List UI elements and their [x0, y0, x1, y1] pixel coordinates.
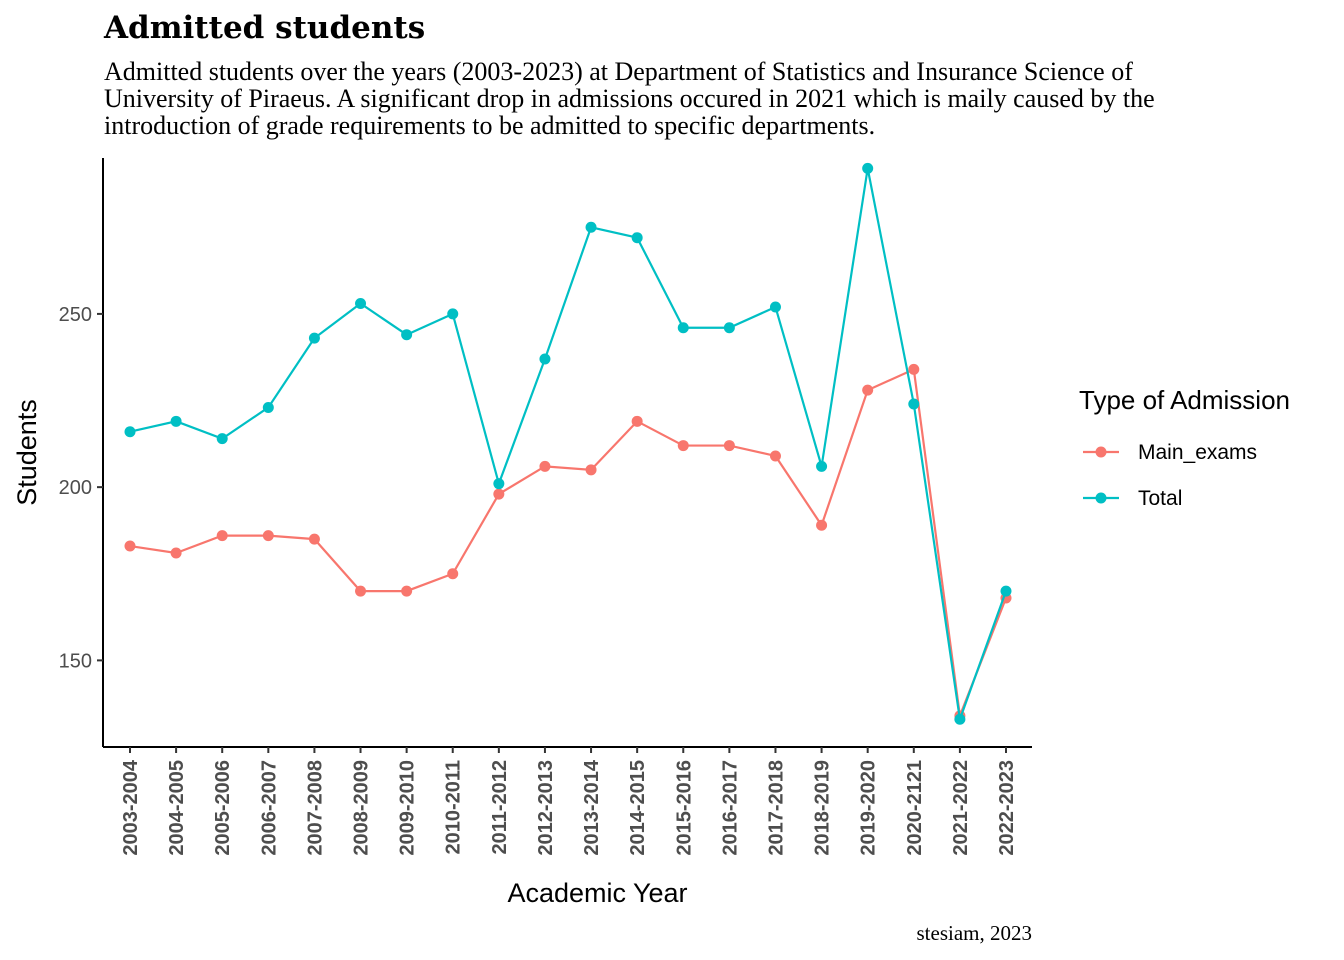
x-tick-label: 2016-2017	[719, 760, 741, 856]
y-tick-label: 150	[59, 650, 92, 672]
y-axis-title: Students	[12, 399, 42, 506]
x-tick-label: 2003-2004	[120, 759, 142, 856]
data-point	[677, 322, 689, 334]
y-tick-label: 250	[59, 304, 92, 326]
legend-point-key	[1095, 446, 1107, 458]
data-point	[355, 298, 367, 310]
data-point	[862, 162, 874, 174]
data-point	[493, 478, 505, 490]
legend-label: Main_exams	[1138, 441, 1257, 464]
data-point	[355, 585, 367, 597]
data-point	[631, 232, 643, 244]
data-point	[447, 568, 459, 580]
subtitle-line: Admitted students over the years (2003-2…	[104, 57, 1133, 86]
x-tick-label: 2021-2022	[950, 760, 972, 856]
data-point	[723, 322, 735, 334]
series-line	[129, 367, 1008, 717]
data-point	[308, 332, 320, 344]
x-axis-title: Academic Year	[507, 878, 687, 908]
x-tick-label: 2017-2018	[765, 760, 787, 856]
legend: Type of Admission Main_exams Total	[1079, 385, 1290, 510]
data-point	[308, 533, 320, 545]
x-tick-label: 2015-2016	[673, 760, 695, 856]
data-point	[954, 713, 966, 725]
x-tick-label: 2004-2005	[166, 760, 188, 856]
legend-item: Total	[1083, 487, 1182, 510]
data-point	[493, 488, 505, 500]
legend-title: Type of Admission	[1079, 385, 1290, 415]
series-layer	[124, 162, 1012, 725]
legend-item: Main_exams	[1083, 441, 1257, 464]
series-total	[124, 162, 1012, 725]
data-point	[124, 540, 136, 552]
data-point	[262, 530, 274, 542]
x-tick-label: 2005-2006	[212, 760, 234, 856]
data-point	[262, 401, 274, 413]
data-point	[585, 221, 597, 233]
x-tick-label: 2009-2010	[397, 760, 419, 856]
data-point	[862, 384, 874, 396]
x-tick-label: 2012-2013	[535, 760, 557, 856]
series-line	[129, 168, 1008, 720]
x-axis-ticks: 2003-2004 2004-2005 2005-2006 2006-2007 2007…	[120, 747, 1018, 856]
data-point	[677, 440, 689, 452]
x-tick-label: 2006-2007	[258, 760, 280, 856]
chart-subtitle: Admitted students over the years (2003-2…	[104, 57, 1155, 140]
x-tick-label: 2011-2012	[489, 760, 511, 855]
data-point	[1000, 585, 1012, 597]
legend-items: Main_exams Total	[1083, 441, 1257, 510]
subtitle-line: University of Piraeus. A significant dro…	[104, 84, 1155, 113]
data-point	[539, 353, 551, 365]
subtitle-line: introduction of grade requirements to be…	[104, 111, 875, 140]
data-point	[170, 415, 182, 427]
data-point	[401, 585, 413, 597]
legend-point-key	[1095, 492, 1107, 504]
x-tick-label: 2018-2019	[812, 760, 834, 856]
data-point	[401, 329, 413, 341]
data-point	[216, 530, 228, 542]
data-point	[170, 547, 182, 559]
data-point	[908, 398, 920, 410]
x-tick-label: 2022-2023	[996, 760, 1018, 856]
data-point	[447, 308, 459, 320]
x-tick-label: 2013-2014	[581, 759, 603, 856]
series-main-exams	[124, 363, 1012, 722]
x-tick-label: 2020-2121	[904, 760, 926, 856]
data-point	[723, 440, 735, 452]
legend-label: Total	[1138, 487, 1182, 510]
data-point	[539, 460, 551, 472]
x-tick-label: 2014-2015	[627, 760, 649, 856]
data-point	[816, 519, 828, 531]
data-point	[816, 460, 828, 472]
x-tick-label: 2008-2009	[351, 760, 373, 856]
x-tick-label: 2007-2008	[304, 760, 326, 856]
data-point	[769, 450, 781, 462]
y-axis-ticks: 150 200 250	[59, 304, 103, 672]
x-tick-label: 2019-2020	[858, 760, 880, 856]
chart-caption: stesiam, 2023	[917, 921, 1033, 945]
chart-title: Admitted students	[103, 10, 425, 46]
y-tick-label: 200	[59, 477, 92, 499]
data-point	[585, 464, 597, 476]
data-point	[631, 415, 643, 427]
x-tick-label: 2010-2011	[443, 760, 465, 855]
data-point	[216, 433, 228, 445]
data-point	[124, 426, 136, 438]
data-point	[769, 301, 781, 313]
data-point	[908, 363, 920, 375]
